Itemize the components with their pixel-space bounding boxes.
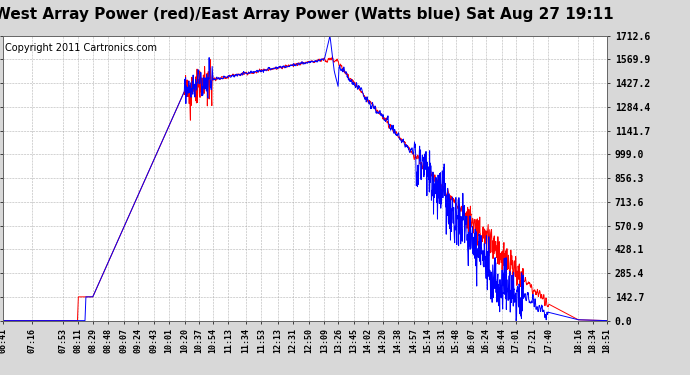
Text: Copyright 2011 Cartronics.com: Copyright 2011 Cartronics.com <box>5 43 157 53</box>
Text: West Array Power (red)/East Array Power (Watts blue) Sat Aug 27 19:11: West Array Power (red)/East Array Power … <box>0 8 613 22</box>
